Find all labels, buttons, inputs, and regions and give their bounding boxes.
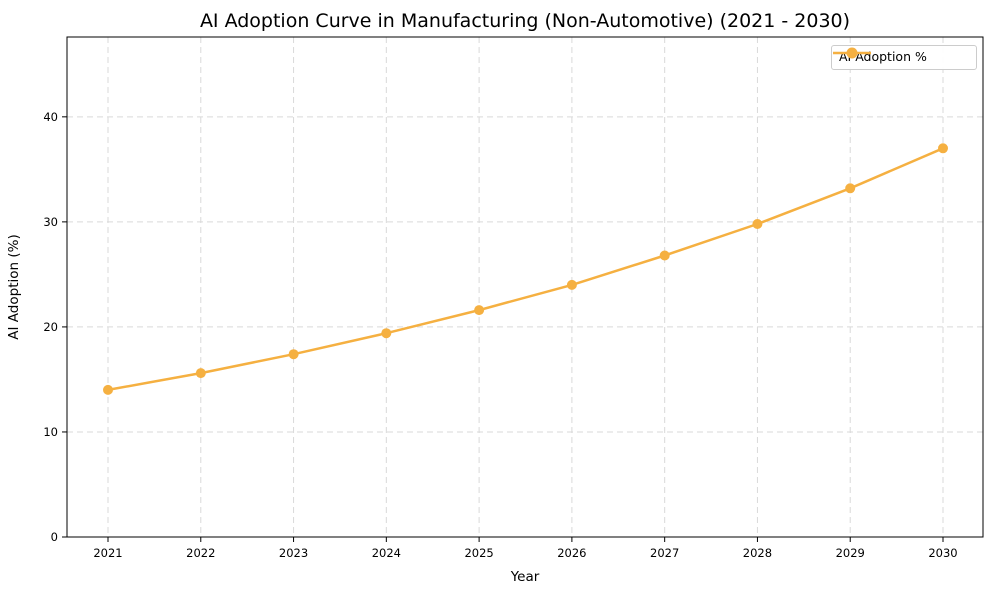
legend-line-marker-icon xyxy=(833,47,871,59)
legend: AI Adoption % xyxy=(831,45,977,70)
data-point-marker xyxy=(752,219,763,229)
y-tick-label: 10 xyxy=(43,425,58,439)
data-point-marker xyxy=(288,349,299,360)
x-tick-label: 2028 xyxy=(743,546,772,560)
y-tick-label: 20 xyxy=(43,320,58,334)
data-point-marker xyxy=(381,328,392,339)
y-axis-label: AI Adoption (%) xyxy=(6,234,22,339)
x-tick-label: 2024 xyxy=(372,546,401,560)
y-tick-label: 0 xyxy=(51,530,58,544)
data-point-marker xyxy=(566,279,577,290)
x-tick-label: 2030 xyxy=(928,546,957,560)
x-tick-label: 2025 xyxy=(464,546,493,560)
x-tick-label: 2022 xyxy=(186,546,215,560)
x-axis-label: Year xyxy=(510,569,540,585)
chart-title: AI Adoption Curve in Manufacturing (Non-… xyxy=(200,10,850,32)
data-point-marker xyxy=(474,305,485,316)
series-line xyxy=(106,147,945,392)
y-tick-label: 40 xyxy=(43,110,58,124)
x-tick-label: 2027 xyxy=(650,546,679,560)
x-tick-label: 2026 xyxy=(557,546,586,560)
x-tick-label: 2023 xyxy=(279,546,308,560)
plot-area-border xyxy=(66,36,984,538)
axis-ticks xyxy=(62,116,944,542)
data-point-marker xyxy=(938,143,948,154)
data-series xyxy=(103,143,948,395)
data-point-marker xyxy=(845,183,856,194)
y-tick-label: 30 xyxy=(43,215,58,229)
grid-lines xyxy=(67,37,983,538)
data-point-marker xyxy=(195,368,206,379)
data-point-marker xyxy=(659,250,670,261)
x-tick-label: 2029 xyxy=(836,546,865,560)
x-tick-label: 2021 xyxy=(93,546,122,560)
data-point-marker xyxy=(103,384,113,395)
